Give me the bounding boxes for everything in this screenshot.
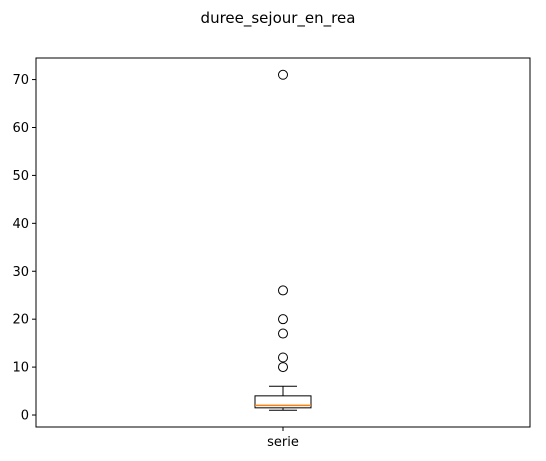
y-tick-label-40: 40 [12,217,29,232]
plot-area: 0 10 20 30 40 50 60 70 serie [12,57,531,450]
outlier-point-4 [278,285,288,296]
outlier-point-5 [278,69,288,80]
y-tick-label-30: 30 [12,265,29,280]
chart-title: duree_sejour_en_rea [201,9,356,28]
y-tick-label-60: 60 [12,121,29,136]
outlier-point-1 [278,352,288,363]
y-tick-label-50: 50 [12,169,29,184]
y-tick-label-20: 20 [12,313,29,328]
y-tick-label-10: 10 [12,361,29,376]
y-tick-label-0: 0 [21,409,29,424]
iqr-box [254,395,312,409]
x-tick-label-serie: serie [267,435,299,450]
outlier-point-3 [278,314,288,325]
outlier-point-0 [278,362,288,373]
y-tick-label-70: 70 [12,73,29,88]
outlier-point-2 [278,328,288,339]
